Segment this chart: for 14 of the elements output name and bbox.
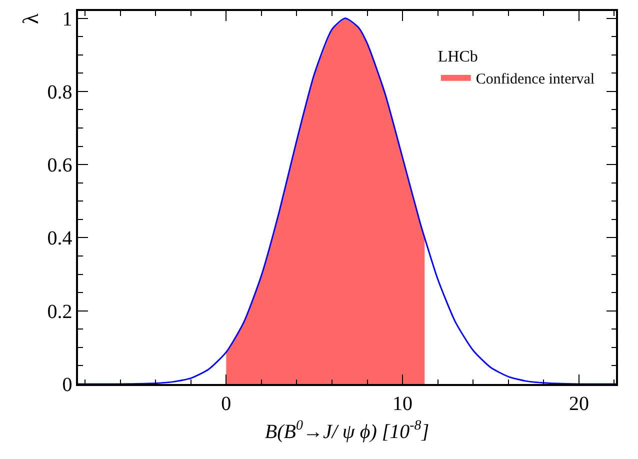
x-axis-title: B(B$^{0}$→J/ ψ ϕ) [10$^{-8}$]	[264, 418, 430, 443]
x-tick-label: 0	[221, 392, 232, 415]
y-axis-title: λ	[18, 13, 44, 24]
legend-label: Confidence interval	[476, 72, 595, 88]
x-tick-label: 20	[568, 392, 589, 415]
y-tick-label: 1	[62, 8, 72, 30]
x-tick-label: 10	[392, 392, 413, 415]
line-series	[78, 18, 616, 384]
y-tick-label: 0	[62, 374, 72, 396]
legend-title: LHCb	[438, 48, 478, 66]
y-tick-label: 0.4	[47, 228, 72, 250]
y-tick-label: 0.8	[47, 81, 72, 104]
y-tick-label: 0.6	[47, 154, 72, 177]
y-tick-label: 0.2	[47, 300, 72, 323]
